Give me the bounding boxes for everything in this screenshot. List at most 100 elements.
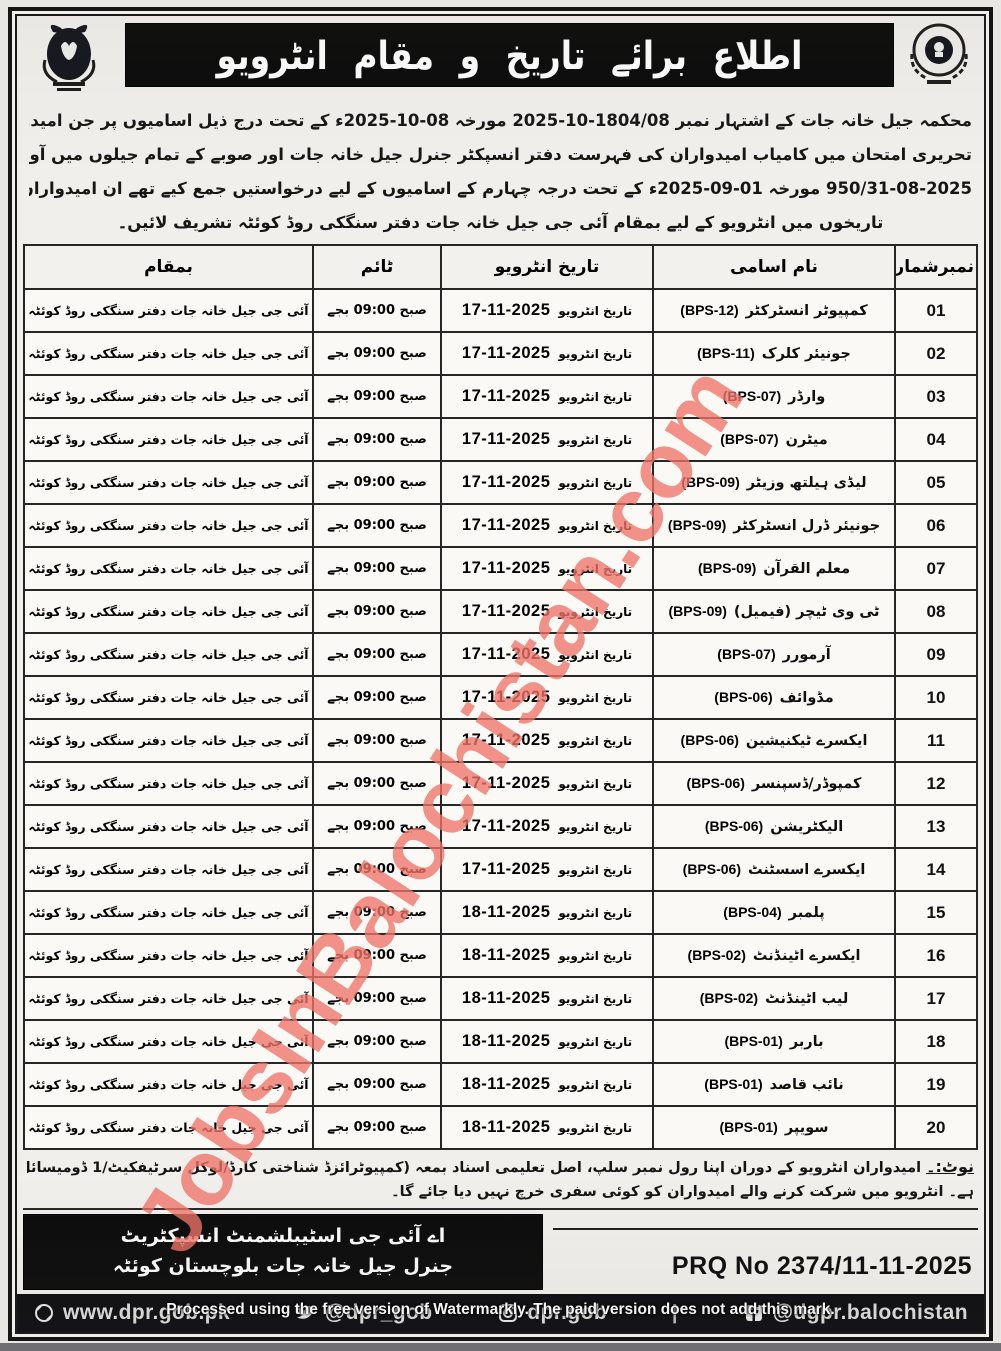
position-cell: کمپوڈر/ڈسپنسر (BPS-06) [652,761,896,806]
position-cell: آرمورر (BPS-07) [652,632,896,677]
time-cell: صبح 09:00 بجے [312,331,442,376]
serial-cell: 05 [894,460,978,505]
serial-cell: 15 [894,890,978,935]
date-value: 17-11-2025 [461,860,551,878]
scan-edge-strip [0,1343,1001,1351]
inner-border-frame: اطلاع برائے تاریخ و مقام انٹرویو [15,14,986,1334]
position-grade: (BPS-12) [680,302,739,318]
position-name: سویپر [784,1120,829,1136]
date-cell: تاریخ انٹرویو 17-11-2025 [440,718,654,763]
serial-cell: 09 [894,632,978,677]
table-row: 03 وارڈر (BPS-07) تاریخ انٹرویو 17-11-20… [23,374,978,419]
venue-cell: آئی جی جیل خانہ جات دفتر سنگکی روڈ کوئٹہ [23,1019,314,1064]
table-row: 16 ایکسرے اٹینڈنٹ (BPS-02) تاریخ انٹرویو… [23,933,978,978]
time-cell: صبح 09:00 بجے [312,1019,442,1064]
position-cell: لیب اٹینڈنٹ (BPS-02) [652,976,896,1021]
position-name: کمپوڈر/ڈسپنسر [751,776,862,792]
position-cell: باربر (BPS-01) [652,1019,896,1064]
date-value: 17-11-2025 [461,516,551,534]
government-laurel-emblem-icon [900,20,978,98]
serial-cell: 10 [894,675,978,720]
note-section: نوٹ:۔ امیدواران انٹرویو کے دوران اپنا رو… [23,1150,978,1210]
prq-number: PRQ No 2374/11-11-2025 [553,1228,978,1281]
time-cell: صبح 09:00 بجے [312,718,442,763]
date-cell: تاریخ انٹرویو 17-11-2025 [440,761,654,806]
position-name: مڈوائف [779,690,834,706]
date-value: 18-11-2025 [461,1118,551,1136]
website-item: www.dpr.gob.pk [33,1301,230,1325]
time-cell: صبح 09:00 بجے [312,460,442,505]
position-name: نائب قاصد [769,1077,844,1093]
serial-cell: 19 [894,1062,978,1107]
date-cell: تاریخ انٹرویو 17-11-2025 [440,460,654,505]
date-label: تاریخ انٹرویو [558,734,633,748]
position-name: میٹرن [785,432,828,448]
venue-cell: آئی جی جیل خانہ جات دفتر سنگکی روڈ کوئٹہ [23,976,314,1021]
position-name: معلم القرآن [763,561,851,577]
position-name: ٹی وی ٹیچر (فیمیل) [733,604,880,620]
position-name: ایکسرے اٹینڈنٹ [752,948,861,964]
date-label: تاریخ انٹرویو [558,433,633,447]
position-grade: (BPS-09) [681,474,740,490]
position-name: جونیئر کلرک [761,346,851,362]
serial-cell: 01 [894,288,978,333]
position-grade: (BPS-06) [714,689,773,705]
facebook-icon [743,1302,765,1324]
table-row: 05 لیڈی ہیلتھ وزیٹر (BPS-09) تاریخ انٹرو… [23,460,978,505]
serial-number: 06 [926,515,946,535]
instagram-item: dpr.gob [497,1301,607,1325]
website-text: www.dpr.gob.pk [63,1301,230,1324]
venue-cell: آئی جی جیل خانہ جات دفتر سنگکی روڈ کوئٹہ [23,890,314,935]
intro-paragraph: محکمہ جیل خانہ جات کے اشتہار نمبر 1804/0… [23,96,978,244]
position-grade: (BPS-11) [697,345,755,361]
serial-number: 11 [927,730,945,750]
time-cell: صبح 09:00 بجے [312,890,442,935]
position-name: ایکسرے اسسٹنٹ [748,862,866,878]
serial-cell: 08 [894,589,978,634]
position-cell: وارڈر (BPS-07) [652,374,896,419]
table-row: 11 ایکسرے ٹیکنیشین (BPS-06) تاریخ انٹروی… [23,718,978,763]
globe-icon [33,1302,55,1324]
venue-cell: آئی جی جیل خانہ جات دفتر سنگکی روڈ کوئٹہ [23,374,314,419]
serial-number: 13 [926,816,946,836]
position-grade: (BPS-04) [723,904,782,920]
position-cell: جونیئر ڈرل انسٹرکٹر (BPS-09) [652,503,896,548]
date-cell: تاریخ انٹرویو 17-11-2025 [440,374,654,419]
table-row: 01 کمپیوٹر انسٹرکٹر (BPS-12) تاریخ انٹرو… [23,288,978,333]
time-cell: صبح 09:00 بجے [312,632,442,677]
prisons-department-badge-icon [23,20,115,98]
serial-cell: 17 [894,976,978,1021]
position-grade: (BPS-07) [720,431,779,447]
note-text-1: امیدواران انٹرویو کے دوران اپنا رول نمبر… [27,1160,922,1176]
position-grade: (BPS-02) [687,947,746,963]
position-name: کمپیوٹر انسٹرکٹر [745,303,868,319]
position-name: لیڈی ہیلتھ وزیٹر [746,475,867,491]
twitter-handle: @dpr_gob [324,1301,433,1324]
date-label: تاریخ انٹرویو [558,1035,633,1049]
date-label: تاریخ انٹرویو [558,777,633,791]
serial-number: 19 [926,1074,946,1094]
date-label: تاریخ انٹرویو [558,562,633,576]
time-cell: صبح 09:00 بجے [312,761,442,806]
position-cell: الیکٹریشن (BPS-06) [652,804,896,849]
position-grade: (BPS-09) [668,603,727,619]
venue-cell: آئی جی جیل خانہ جات دفتر سنگکی روڈ کوئٹہ [23,761,314,806]
position-name: لیب اٹینڈنٹ [765,991,849,1007]
serial-number: 16 [926,945,946,965]
table-row: 12 کمپوڈر/ڈسپنسر (BPS-06) تاریخ انٹرویو … [23,761,978,806]
signature-box: اے آئی جی اسٹیبلشمنٹ انسپکٹریٹ جنرل جیل … [23,1214,543,1290]
serial-number: 20 [926,1117,946,1137]
date-cell: تاریخ انٹرویو 17-11-2025 [440,417,654,462]
venue-cell: آئی جی جیل خانہ جات دفتر سنگکی روڈ کوئٹہ [23,675,314,720]
serial-number: 15 [926,902,946,922]
serial-cell: 20 [894,1105,978,1150]
serial-number: 08 [926,601,946,621]
venue-cell: آئی جی جیل خانہ جات دفتر سنگکی روڈ کوئٹہ [23,288,314,333]
position-cell: جونیئر کلرک (BPS-11) [652,331,896,376]
date-value: 18-11-2025 [461,903,551,921]
facebook-handle: @dgpr.balochistan [772,1301,968,1324]
table-row: 13 الیکٹریشن (BPS-06) تاریخ انٹرویو 17-1… [23,804,978,849]
intro-line-2: تحریری امتحان میں کامیاب امیدواران کی فہ… [29,145,972,164]
position-name: ایکسرے ٹیکنیشین [745,733,868,749]
date-value: 17-11-2025 [461,430,551,448]
